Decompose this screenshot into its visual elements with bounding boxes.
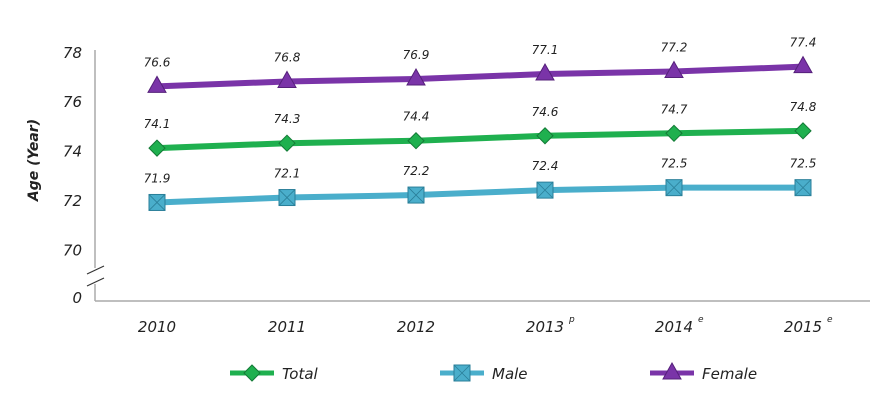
y-tick-label: 74 <box>63 143 82 161</box>
marker-male-cross <box>148 194 166 211</box>
x-tick-label: 2010 <box>138 318 176 336</box>
marker-male-cross <box>665 179 683 196</box>
y-tick-label: 78 <box>63 44 82 62</box>
data-label-female: 76.9 <box>403 48 430 62</box>
y-break-label: 0 <box>72 289 82 307</box>
marker-male <box>794 179 812 197</box>
x-tick-superscript: p <box>568 315 575 325</box>
marker-female <box>277 70 297 88</box>
legend-marker-total <box>243 364 261 382</box>
marker-male-cross <box>536 181 554 199</box>
data-label-total: 74.7 <box>661 102 688 116</box>
marker-female <box>406 67 426 86</box>
marker-female <box>147 75 167 93</box>
data-label-female: 77.4 <box>790 36 817 50</box>
legend-marker-male <box>453 364 471 382</box>
axis-break-mark <box>86 277 105 287</box>
marker-total <box>278 134 296 152</box>
marker-male <box>665 179 683 197</box>
x-tick-label: 2015 <box>784 318 822 336</box>
data-label-total: 74.3 <box>274 112 301 126</box>
legend-label-total: Total <box>282 365 319 383</box>
data-label-male: 72.5 <box>790 157 817 171</box>
legend-marker-female <box>662 361 682 380</box>
legend-marker-male-cross <box>453 364 471 382</box>
marker-female <box>664 60 684 79</box>
marker-male <box>407 186 425 204</box>
data-label-total: 74.8 <box>790 100 817 114</box>
y-axis-title: Age (Year) <box>26 119 42 202</box>
x-tick-superscript: e <box>698 315 704 325</box>
marker-female <box>793 55 813 74</box>
data-label-male: 72.5 <box>661 157 688 171</box>
y-tick-label: 72 <box>63 192 82 210</box>
data-label-male: 72.1 <box>274 167 301 181</box>
data-label-total: 74.1 <box>144 117 171 131</box>
legend-label-female: Female <box>702 365 757 383</box>
marker-male <box>536 181 554 199</box>
data-label-female: 77.2 <box>661 41 688 55</box>
series-line-male <box>156 184 803 206</box>
marker-total <box>148 139 166 157</box>
data-label-female: 76.6 <box>144 55 171 69</box>
data-label-male: 72.2 <box>403 164 430 178</box>
marker-male-cross <box>278 189 296 206</box>
marker-female <box>535 63 555 81</box>
x-tick-label: 2013 <box>526 318 564 336</box>
x-tick-label: 2011 <box>268 318 306 336</box>
y-tick-label: 70 <box>63 241 82 259</box>
data-label-male: 72.4 <box>532 159 559 173</box>
x-tick-label: 2012 <box>397 318 435 336</box>
marker-total <box>536 127 554 145</box>
data-label-male: 71.9 <box>144 171 171 185</box>
marker-male-cross <box>794 179 812 196</box>
x-tick-label: 2014 <box>655 318 693 336</box>
data-label-female: 77.1 <box>532 43 559 57</box>
x-tick-superscript: e <box>827 315 833 325</box>
data-label-total: 74.4 <box>403 110 430 124</box>
data-label-total: 74.6 <box>532 105 559 119</box>
y-tick-label: 76 <box>63 93 82 111</box>
axis-break-mark <box>86 265 105 275</box>
legend-label-male: Male <box>492 365 528 383</box>
series-line-female <box>156 63 804 90</box>
marker-male <box>148 193 166 211</box>
marker-total <box>407 132 425 150</box>
data-label-female: 76.8 <box>274 50 301 64</box>
marker-male-cross <box>407 186 425 204</box>
marker-total <box>665 124 683 143</box>
marker-total <box>794 122 812 140</box>
series-line-total <box>156 127 804 152</box>
marker-male <box>278 189 296 207</box>
